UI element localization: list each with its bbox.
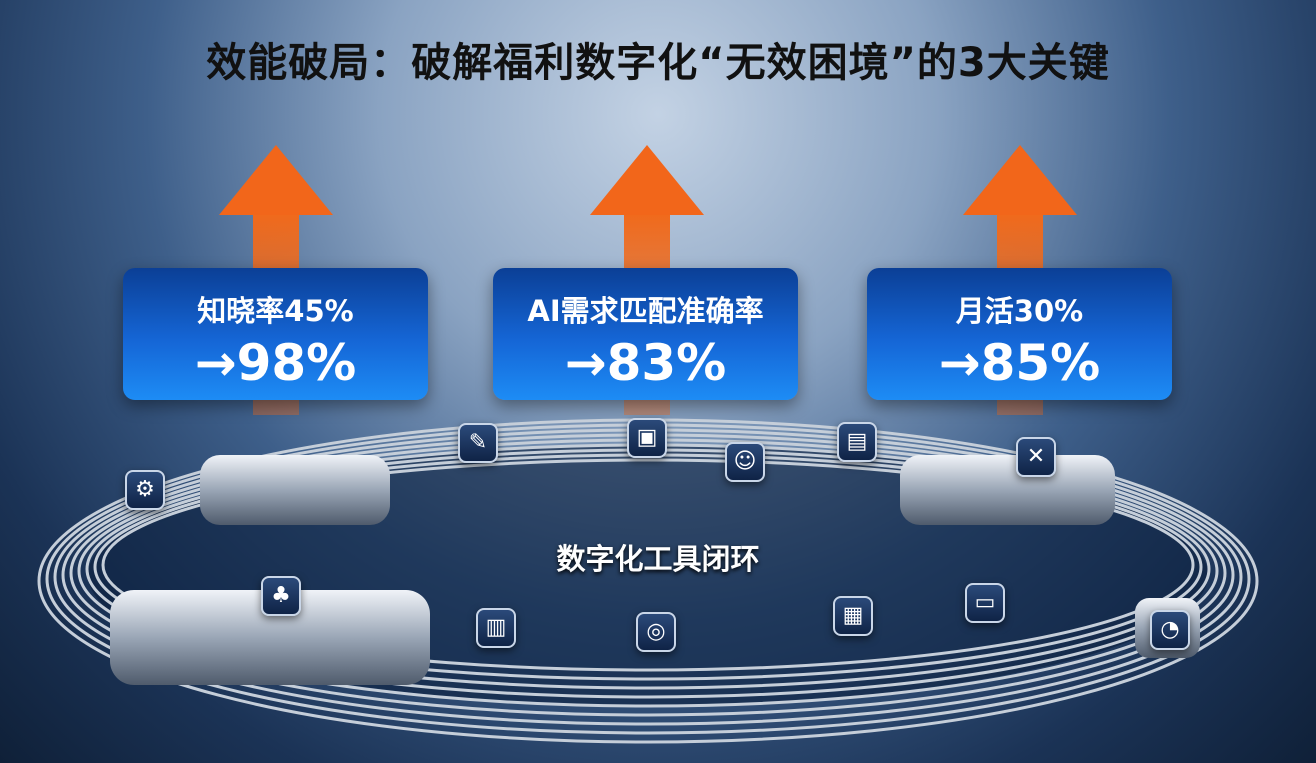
search-tool-icon: ◎: [636, 612, 676, 652]
metric-value: →98%: [194, 334, 357, 392]
metric-value: →85%: [938, 334, 1101, 392]
metal-sleeve: [900, 455, 1115, 525]
metric-label: 月活30%: [955, 294, 1084, 328]
person-settings-icon: ⚙: [125, 470, 165, 510]
metric-label: 知晓率45%: [197, 294, 354, 328]
page-title: 效能破局：破解福利数字化“无效困境”的3大关键: [206, 40, 1110, 86]
metric-value: →83%: [564, 334, 727, 392]
calendar-icon: ▦: [833, 596, 873, 636]
gift-box-icon: ▣: [627, 418, 667, 458]
metric-label: AI需求匹配准确率: [527, 294, 764, 328]
wrench-cross-icon: ✕: [1016, 437, 1056, 477]
tools-icon: ✎: [458, 423, 498, 463]
monitor-icon: ▤: [837, 422, 877, 462]
chart-monitor-icon: ▭: [965, 583, 1005, 623]
center-label: 数字化工具闭环: [556, 542, 760, 576]
metric-card-awareness: 知晓率45% →98%: [123, 268, 428, 400]
plant-box-icon: ♣: [261, 576, 301, 616]
robot-icon: ☺: [725, 442, 765, 482]
metal-sleeve: [110, 590, 430, 685]
metal-sleeve: [200, 455, 390, 525]
document-icon: ▥: [476, 608, 516, 648]
gauge-icon: ◔: [1150, 610, 1190, 650]
cable-strand: [101, 458, 1195, 672]
metric-card-mau: 月活30% →85%: [867, 268, 1172, 400]
metric-card-ai-accuracy: AI需求匹配准确率 →83%: [493, 268, 798, 400]
